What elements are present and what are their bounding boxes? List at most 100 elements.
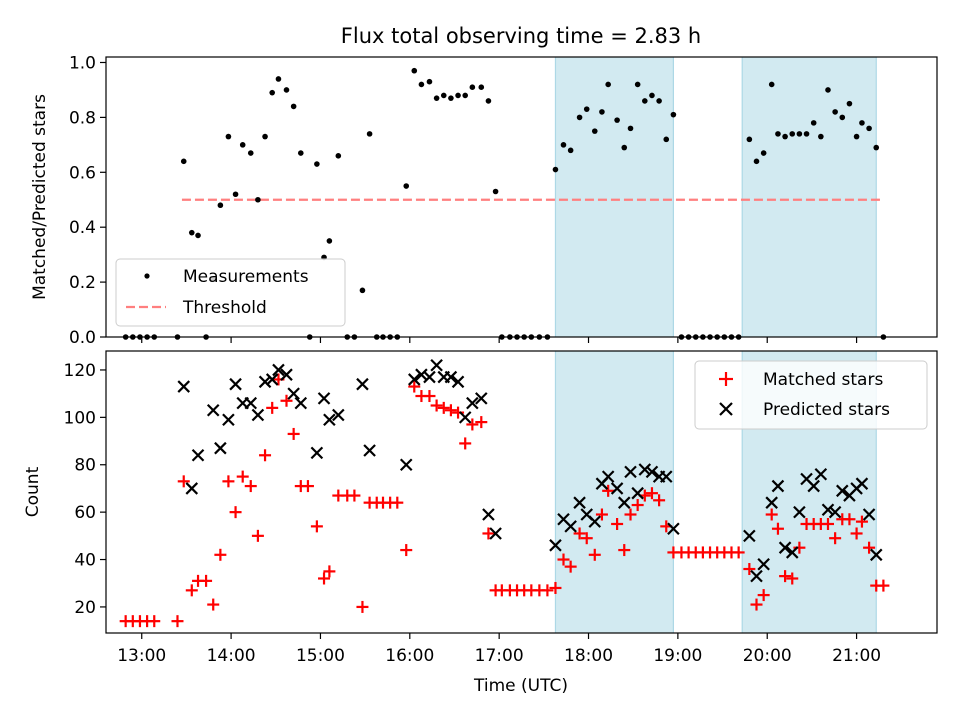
predicted-star-point	[667, 522, 680, 536]
matched-star-point	[423, 390, 436, 403]
predicted-star-point	[451, 375, 465, 389]
measurement-point	[810, 120, 817, 126]
matched-star-point	[452, 406, 465, 419]
predicted-star-point	[631, 486, 644, 500]
marker-stroke	[294, 396, 308, 410]
predicted-star-point	[466, 396, 479, 410]
predicted-star-point	[659, 470, 673, 483]
marker-stroke	[610, 482, 624, 495]
measurement-point	[188, 229, 195, 236]
marker-stroke	[807, 479, 820, 493]
matched-star-point	[765, 508, 778, 521]
observing-band	[555, 57, 674, 337]
predicted-star-point	[415, 368, 428, 381]
legend-measurements-label: Measurements	[183, 267, 309, 287]
marker-stroke	[244, 396, 258, 410]
measurement-point	[492, 188, 499, 195]
legend-predicted-label: Predicted stars	[763, 400, 890, 420]
predicted-star-point	[793, 505, 806, 519]
measurement-point	[768, 81, 775, 88]
marker-stroke	[659, 470, 673, 483]
marker-stroke	[757, 557, 770, 571]
predicted-star-point	[185, 482, 199, 495]
predicted-star-point	[280, 368, 293, 381]
matched-star-point	[214, 548, 227, 561]
measurement-point	[782, 133, 788, 140]
measurement-point	[753, 158, 760, 165]
matched-star-point	[829, 532, 842, 545]
marker-stroke	[601, 470, 615, 483]
matched-star-point	[793, 541, 806, 554]
top-legend-box	[115, 258, 346, 327]
predicted-star-point	[229, 377, 242, 391]
measurement-point	[366, 131, 373, 137]
predicted-star-point	[444, 370, 458, 384]
matched-star-point	[408, 380, 421, 393]
predicted-star-point	[287, 387, 300, 400]
predicted-star-point	[610, 482, 624, 495]
matched-stars-points	[119, 373, 890, 628]
legend-matched-label: Matched stars	[763, 370, 883, 390]
y-tick-label: 0.2	[69, 273, 96, 293]
measurement-point	[469, 84, 476, 90]
measurement-point	[583, 106, 590, 112]
predicted-star-point	[258, 375, 272, 389]
measurement-point	[746, 136, 753, 143]
measurement-point	[269, 89, 276, 96]
predicted-star-point	[423, 370, 436, 384]
matched-star-point	[850, 527, 863, 540]
matched-star-point	[631, 499, 644, 512]
top-y-axis-label: Matched/Predicted stars	[30, 94, 50, 300]
marker-stroke	[458, 411, 472, 424]
predicted-star-point	[458, 411, 472, 424]
measurement-point	[591, 128, 598, 134]
measurement-point	[462, 92, 469, 99]
marker-stroke	[399, 458, 413, 472]
predicted-star-point	[294, 396, 308, 410]
matched-star-point	[855, 515, 868, 528]
measurement-point	[567, 147, 574, 154]
matched-star-point	[475, 416, 488, 429]
predicted-star-point	[323, 413, 336, 427]
matched-star-point	[611, 517, 624, 530]
measurement-point	[217, 202, 224, 209]
x-tick-label: 19:00	[653, 646, 702, 666]
matched-star-point	[356, 600, 369, 613]
x-tick-label: 15:00	[296, 646, 345, 666]
bottom-y-axis-label: Count	[23, 466, 43, 517]
marker-stroke	[415, 368, 428, 381]
marker-stroke	[310, 446, 324, 460]
matched-star-point	[541, 584, 554, 597]
matched-star-point	[171, 615, 184, 628]
measurement-point	[605, 81, 611, 88]
ratio-panel: 0.0 0.2 0.4 0.6 0.8 1.0 Matched/Predicted sta…	[30, 53, 938, 348]
predicted-star-point	[836, 484, 849, 498]
matched-star-point	[564, 560, 577, 573]
measurement-point	[478, 84, 485, 90]
matched-star-point	[301, 480, 314, 493]
measurement-point	[232, 191, 239, 198]
y-tick-label: 60	[74, 503, 96, 523]
bottom-x-axis-ticks: 13:00 14:00 15:00 16:00 17:00 18:00 19:00 20:00…	[117, 633, 881, 666]
matched-star-point	[466, 418, 479, 431]
matched-star-point	[750, 598, 763, 611]
top-legend: Measurements Threshold	[115, 258, 346, 327]
marker-stroke	[588, 515, 602, 528]
predicted-star-point	[222, 413, 235, 427]
matched-star-point	[786, 572, 799, 585]
chart-title: Flux total observing time = 2.83 h	[341, 24, 701, 48]
y-tick-label: 0.0	[69, 328, 96, 348]
matched-star-point	[200, 574, 213, 587]
matched-star-point	[843, 513, 856, 526]
matched-star-point	[549, 581, 562, 594]
measurement-point	[359, 287, 366, 294]
marker-stroke	[785, 546, 799, 559]
observing-bands	[554, 57, 877, 337]
measurement-point	[195, 232, 201, 239]
marker-stroke	[617, 496, 631, 509]
y-tick-label: 120	[64, 361, 96, 381]
matched-star-point	[185, 584, 198, 597]
top-x-axis-ticks	[141, 337, 858, 343]
predicted-star-point	[645, 465, 659, 479]
marker-stroke	[265, 373, 279, 386]
